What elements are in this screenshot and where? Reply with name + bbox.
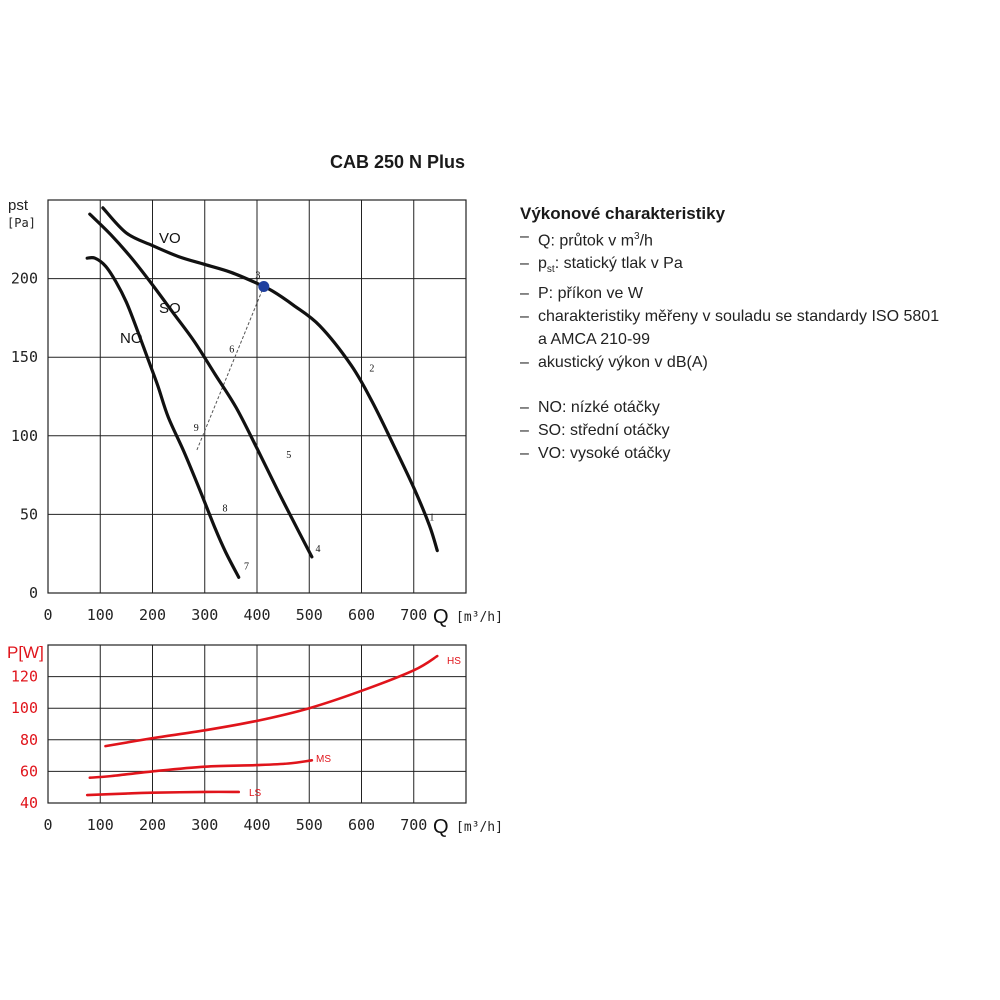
x-tick-label: 600 — [348, 606, 375, 624]
info-item-standards: – charakteristiky měřeny v souladu se st… — [520, 305, 995, 328]
info-item-acoustic: – akustický výkon v dB(A) — [520, 351, 995, 374]
info-heading: Výkonové charakteristiky — [520, 204, 726, 223]
point-label: 2 — [369, 363, 374, 374]
chart-title: CAB 250 N Plus — [330, 152, 466, 172]
point-label: 8 — [223, 503, 228, 514]
y-tick-label: 0 — [29, 584, 38, 602]
point-label: 3 — [255, 271, 260, 282]
vo-text: VO: vysoké otáčky — [538, 444, 671, 462]
series-label-ls: LS — [249, 788, 262, 799]
flow-tail: /h — [639, 232, 653, 250]
pressure-chart: 0 100 200 300 400 500 600 700 0 50 100 150 200 pst [Pa… — [7, 197, 503, 628]
bullet-dash: – — [520, 421, 529, 439]
series-label-so: SO — [159, 300, 181, 317]
so-text: SO: střední otáčky — [538, 421, 670, 439]
y-tick-label: 60 — [20, 762, 38, 780]
series-line-ms — [88, 759, 314, 780]
bullet-dash: – — [520, 398, 529, 416]
point-label: 4 — [316, 544, 321, 555]
y-tick-label: 200 — [11, 270, 38, 288]
x-tick-label: 300 — [191, 606, 218, 624]
point-label: 1 — [429, 513, 434, 524]
power-chart: 0 100 200 300 400 500 600 700 40 60 80 100 120 P[W] Q [… — [7, 643, 503, 838]
acoustic-text: akustický výkon v dB(A) — [538, 353, 708, 371]
x-tick-label: 200 — [139, 606, 166, 624]
series-label-hs: HS — [447, 656, 461, 667]
series-line-no — [85, 255, 241, 579]
pressure-sub: st — [546, 264, 555, 276]
y-axis-label: P[W] — [7, 643, 44, 662]
bullet-dash: – — [520, 353, 529, 371]
series-line-vo — [101, 206, 439, 553]
x-tick-label: 400 — [243, 606, 270, 624]
point-label: 9 — [194, 423, 199, 434]
bullet-dash: – — [520, 444, 529, 462]
x-tick-label: 0 — [43, 816, 52, 834]
y-tick-label: 150 — [11, 348, 38, 366]
bullet-dash: – — [520, 307, 529, 325]
x-tick-label: 400 — [243, 816, 270, 834]
standards-text: charakteristiky měřeny v souladu se stan… — [538, 307, 940, 325]
series-label-no: NO — [120, 330, 143, 347]
no-text: NO: nízké otáčky — [538, 398, 660, 416]
performance-info-panel: Výkonové charakteristiky – Q: průtok v m… — [520, 202, 995, 465]
bullet-dash: – — [520, 255, 529, 273]
y-tick-label: 50 — [20, 505, 38, 523]
bullet-dash: – — [520, 284, 529, 302]
x-tick-label: 0 — [43, 606, 52, 624]
series-line-so — [88, 212, 314, 559]
series-label-vo: VO — [159, 230, 181, 247]
x-axis-unit: [m³/h] — [456, 820, 503, 835]
x-tick-label: 100 — [87, 606, 114, 624]
info-item-flow: – Q: průtok v m3/h — [520, 225, 995, 252]
point-label: 6 — [229, 344, 234, 355]
spacer — [520, 374, 995, 396]
series-label-ms: MS — [316, 754, 331, 765]
system-line — [196, 286, 265, 451]
y-tick-label: 120 — [11, 668, 38, 686]
info-item-pressure: – pst: statický tlak v Pa — [520, 252, 995, 281]
power-text: P: příkon ve W — [538, 284, 643, 302]
x-tick-label: 500 — [296, 606, 323, 624]
point-label: 5 — [286, 450, 291, 461]
info-item-power: – P: příkon ve W — [520, 282, 995, 305]
pressure-text: : statický tlak v Pa — [554, 255, 683, 273]
series-line-hs — [104, 654, 439, 748]
y-tick-label: 80 — [20, 731, 38, 749]
series-line-ls — [85, 790, 241, 797]
operating-point-marker — [258, 280, 270, 292]
x-tick-label: 200 — [139, 816, 166, 834]
x-axis-unit: [m³/h] — [456, 610, 503, 625]
info-item-no: – NO: nízké otáčky — [520, 396, 995, 419]
x-tick-label: 700 — [400, 606, 427, 624]
x-axis-label: Q — [433, 816, 449, 838]
x-tick-label: 300 — [191, 816, 218, 834]
bullet-dash: – — [520, 228, 529, 245]
flow-sup: 3 — [634, 231, 640, 242]
y-tick-label: 40 — [20, 794, 38, 812]
info-item-so: – SO: střední otáčky — [520, 419, 995, 442]
x-tick-label: 600 — [348, 816, 375, 834]
x-tick-label: 500 — [296, 816, 323, 834]
y-axis-unit: [Pa] — [7, 216, 36, 230]
x-tick-label: 700 — [400, 816, 427, 834]
standards-continuation: a AMCA 210-99 — [538, 330, 651, 348]
x-axis-label: Q — [433, 606, 449, 628]
pressure-symbol: p — [538, 255, 547, 273]
x-tick-label: 100 — [87, 816, 114, 834]
info-item-vo: – VO: vysoké otáčky — [520, 442, 995, 465]
point-label: 7 — [244, 561, 249, 572]
y-tick-label: 100 — [11, 699, 38, 717]
flow-text: Q: průtok v m — [538, 232, 635, 250]
y-tick-label: 100 — [11, 427, 38, 445]
y-axis-label: pst — [8, 197, 29, 214]
